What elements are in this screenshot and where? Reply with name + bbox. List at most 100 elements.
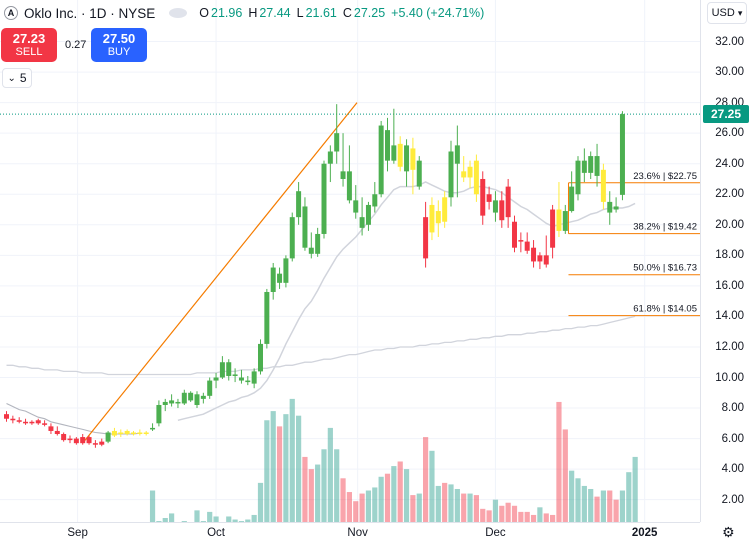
volume-bar bbox=[264, 420, 270, 522]
volume-bar bbox=[257, 482, 264, 522]
candle-body bbox=[131, 432, 136, 435]
y-tick-label: 26.00 bbox=[715, 127, 744, 140]
chevron-down-icon: ▾ bbox=[737, 7, 743, 18]
candle-body bbox=[162, 401, 168, 405]
chart-settings-icon[interactable]: ⚙ bbox=[722, 524, 735, 540]
volume-bar bbox=[480, 508, 486, 522]
candle-body bbox=[105, 432, 111, 442]
volume-bar bbox=[569, 470, 575, 522]
candle-body bbox=[238, 377, 244, 381]
volume-bar bbox=[613, 499, 619, 522]
y-tick-label: 14.00 bbox=[715, 310, 744, 323]
currency-select[interactable]: USD ▾ bbox=[707, 2, 747, 24]
volume-bar bbox=[365, 490, 372, 522]
candle-body bbox=[200, 395, 206, 399]
candle-body bbox=[29, 421, 35, 424]
volume-bar bbox=[232, 519, 238, 522]
candle-body bbox=[581, 160, 587, 173]
sell-button[interactable]: 27.23 SELL bbox=[1, 28, 57, 62]
price-chart[interactable]: 23.6% | $22.75 38.2% | $19.42 50.0% | $16.… bbox=[0, 0, 700, 522]
candle-body bbox=[486, 194, 492, 202]
volume-bar bbox=[289, 398, 295, 522]
candle-body bbox=[556, 209, 562, 231]
indicators-count: 5 bbox=[19, 71, 27, 85]
y-tick-label: 32.00 bbox=[715, 35, 744, 48]
candle-body bbox=[296, 191, 302, 218]
volume-bar bbox=[327, 427, 333, 522]
sell-label: SELL bbox=[15, 46, 43, 59]
candle-body bbox=[35, 420, 41, 424]
volume-bar bbox=[448, 484, 454, 522]
volume-bar bbox=[588, 488, 594, 522]
candle-body bbox=[569, 186, 575, 212]
candle-body bbox=[600, 169, 606, 202]
last-price-label: 27.25 bbox=[703, 105, 749, 124]
candle-body bbox=[365, 204, 371, 225]
volume-bar bbox=[162, 518, 168, 522]
currency-label: USD bbox=[711, 7, 735, 19]
y-tick-label: 6.00 bbox=[721, 432, 744, 445]
candle-body bbox=[289, 217, 295, 259]
volume-bar bbox=[524, 511, 530, 522]
price-scale[interactable]: USD ▾ 32.00 30.00 28.00 26.00 24.00 22.00 20.0… bbox=[700, 0, 750, 522]
candle-body bbox=[150, 427, 156, 430]
volume-bar bbox=[315, 464, 321, 522]
candle-body bbox=[54, 430, 60, 435]
volume-bar bbox=[302, 456, 308, 522]
candle-body bbox=[607, 201, 613, 213]
open-value: 21.96 bbox=[211, 6, 243, 20]
fib-level-label: 23.6% | $22.75 bbox=[633, 171, 697, 182]
fib-level-label: 61.8% | $14.05 bbox=[633, 304, 697, 315]
candle-body bbox=[480, 178, 486, 216]
chart-area[interactable]: 23.6% | $22.75 38.2% | $19.42 50.0% | $16.… bbox=[0, 0, 700, 522]
candle-body bbox=[258, 343, 263, 372]
candle-body bbox=[385, 130, 390, 161]
trade-panel: 27.23 SELL 0.27 27.50 BUY bbox=[1, 28, 147, 62]
candle-body bbox=[461, 171, 467, 178]
symbol-title[interactable]: Oklo Inc. · 1D · NYSE bbox=[24, 5, 156, 21]
volume-bar bbox=[410, 495, 416, 522]
volume-bar bbox=[200, 521, 206, 522]
candle-body bbox=[124, 430, 130, 435]
volume-bar bbox=[251, 514, 257, 522]
volume-bar bbox=[442, 482, 448, 522]
candle-body bbox=[61, 434, 67, 441]
candle-body bbox=[410, 148, 416, 170]
candle-body bbox=[118, 432, 124, 435]
candle-body bbox=[416, 160, 422, 187]
candle-body bbox=[73, 438, 79, 444]
candle-body bbox=[156, 404, 162, 424]
open-key: O bbox=[199, 6, 210, 20]
volume-bar bbox=[194, 510, 200, 522]
volume-bar bbox=[530, 514, 537, 522]
fib-level-label: 50.0% | $16.73 bbox=[633, 263, 697, 274]
candle-body bbox=[537, 255, 543, 262]
candle-body bbox=[391, 145, 397, 161]
y-tick-label: 10.00 bbox=[715, 371, 744, 384]
volume-bar bbox=[296, 415, 302, 522]
x-tick-label: Dec bbox=[485, 527, 506, 539]
y-tick-label: 22.00 bbox=[715, 188, 744, 201]
volume-bar bbox=[334, 449, 340, 522]
close-key: C bbox=[342, 6, 352, 20]
candle-body bbox=[613, 206, 619, 210]
volume-bar bbox=[372, 487, 378, 522]
visibility-toggle-icon[interactable] bbox=[169, 8, 188, 18]
x-tick-label: Oct bbox=[207, 527, 225, 539]
candle-body bbox=[48, 426, 54, 431]
volume-bar bbox=[562, 429, 568, 522]
buy-label: BUY bbox=[107, 46, 131, 59]
buy-price: 27.50 bbox=[102, 30, 136, 46]
candle-body bbox=[499, 200, 505, 221]
candle-body bbox=[264, 291, 270, 344]
y-tick-label: 30.00 bbox=[715, 66, 744, 79]
indicators-toggle-button[interactable]: ⌄ 5 bbox=[2, 68, 32, 88]
volume-bar bbox=[226, 516, 232, 522]
volume-bar bbox=[169, 513, 175, 522]
volume-bar bbox=[149, 490, 156, 522]
candle-body bbox=[188, 392, 194, 401]
candle-body bbox=[575, 160, 581, 195]
candle-body bbox=[397, 143, 403, 167]
time-scale[interactable]: Sep Oct Nov Dec 2025 bbox=[0, 522, 700, 541]
buy-button[interactable]: 27.50 BUY bbox=[91, 28, 147, 62]
